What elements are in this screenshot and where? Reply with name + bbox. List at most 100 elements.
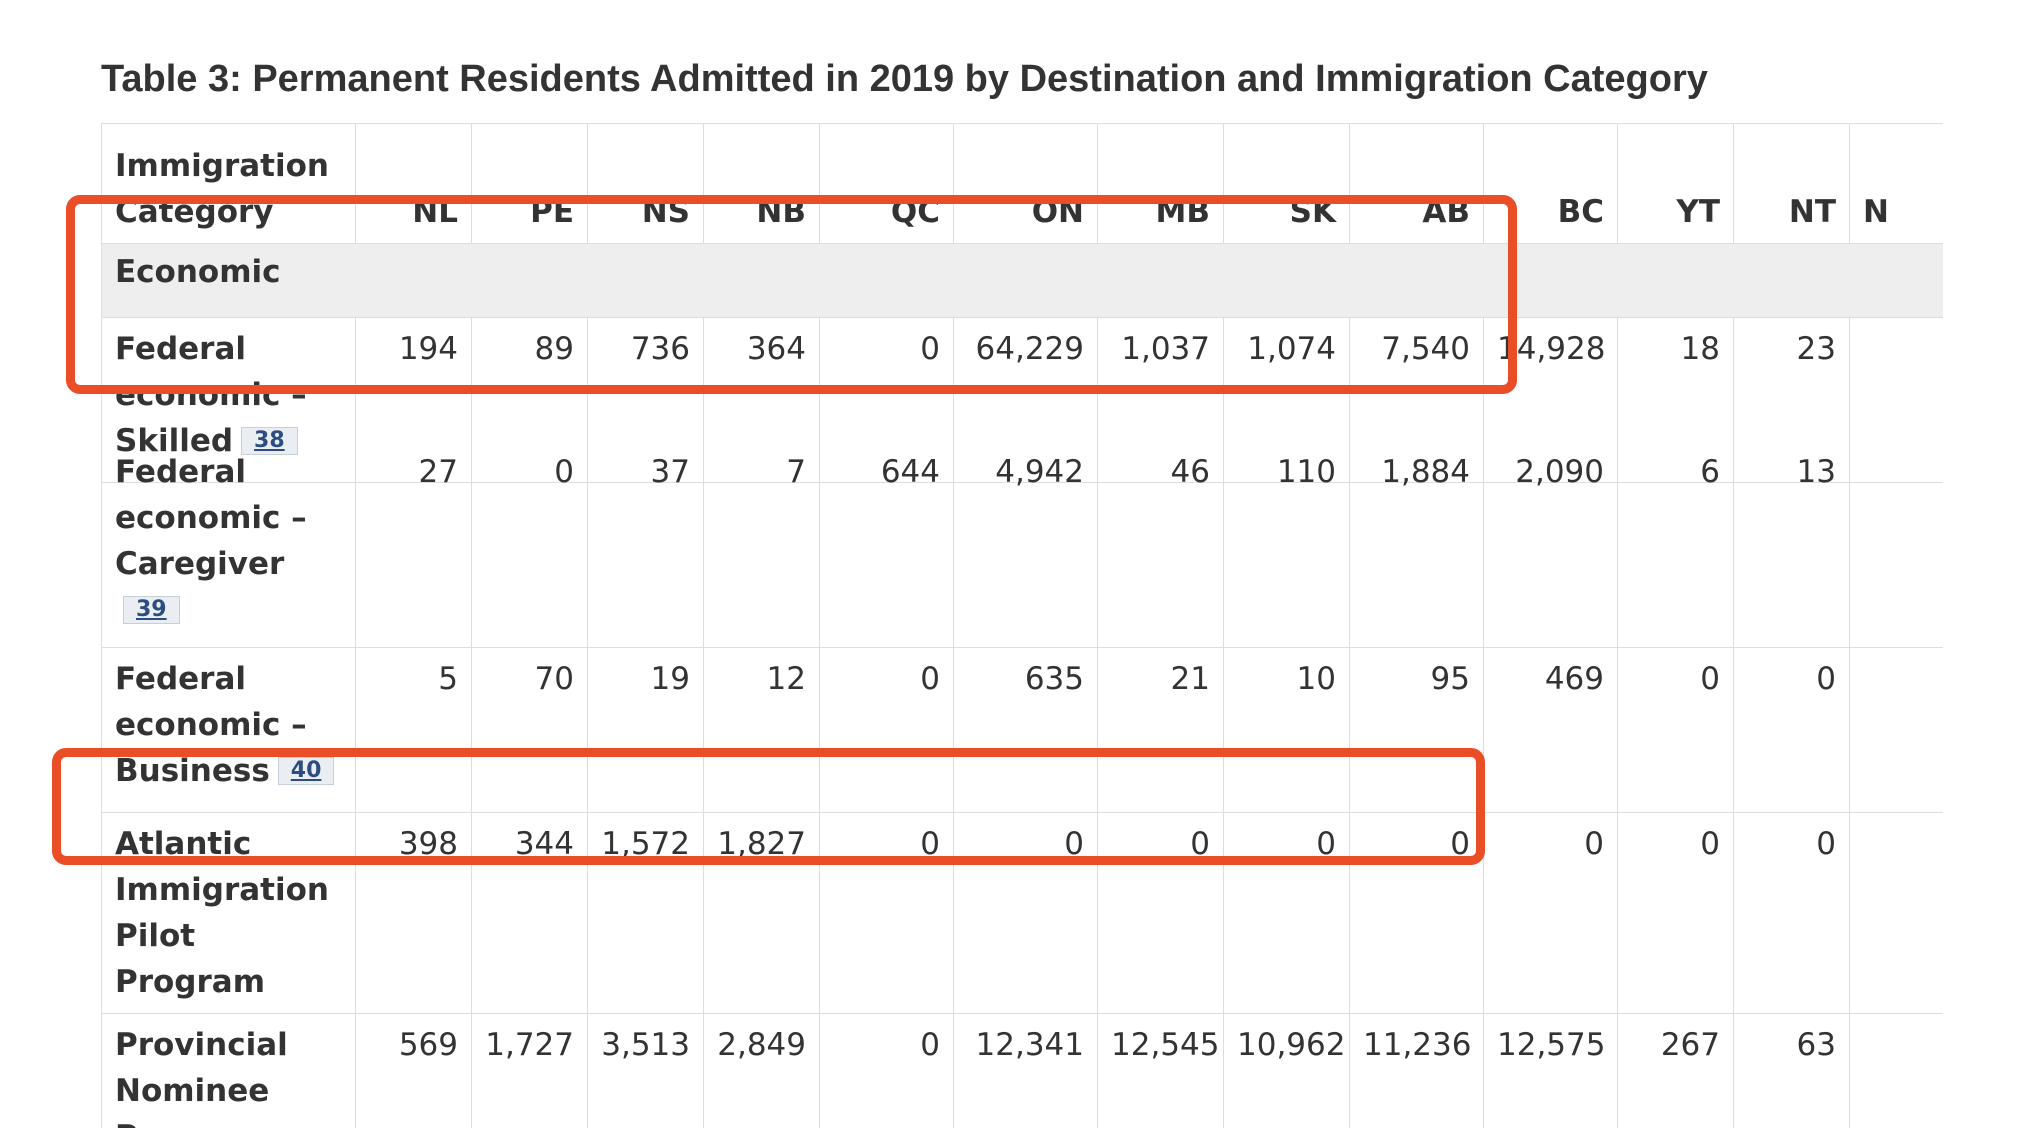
cell-ns: 37 bbox=[587, 454, 704, 648]
cell-value: 0 bbox=[554, 454, 574, 490]
cell-mb: 46 bbox=[1097, 454, 1224, 648]
row-label-wrap: Atlantic Immigration Pilot Program bbox=[115, 826, 329, 1000]
cell-value: 0 bbox=[1584, 826, 1604, 862]
cell-value: 63 bbox=[1796, 1027, 1836, 1063]
cell-pe: 1,727 bbox=[471, 1013, 588, 1128]
cell-on: 635 bbox=[953, 647, 1098, 813]
cell-value: 14,928 bbox=[1497, 331, 1606, 367]
cell-ns: 19 bbox=[587, 647, 704, 813]
footnote-link[interactable]: 38 bbox=[241, 427, 298, 455]
cell-yt: 0 bbox=[1617, 647, 1734, 813]
cell-value: 0 bbox=[1316, 826, 1336, 862]
cell-on: 64,229 bbox=[953, 317, 1098, 483]
cell-sk: 1,074 bbox=[1223, 317, 1350, 483]
cell-nb: 12 bbox=[703, 647, 820, 813]
cell-on: 12,341 bbox=[953, 1013, 1098, 1128]
header-nl: NL bbox=[355, 123, 472, 244]
cell-nl: 5 bbox=[355, 647, 472, 813]
cell-value: 13 bbox=[1796, 454, 1836, 490]
cell-qc: 0 bbox=[819, 647, 954, 813]
header-immigration-category: Immigration Category bbox=[101, 123, 356, 244]
cell-value: 7,540 bbox=[1381, 331, 1470, 367]
cell-value: 12,575 bbox=[1497, 1027, 1606, 1063]
cell-value: 0 bbox=[1816, 826, 1836, 862]
footnote-link[interactable]: 40 bbox=[277, 757, 335, 785]
row-label-cell: Federal economic – Skilled 38 bbox=[101, 317, 356, 483]
table-row: Federal economic – Caregiver 39 27 0 37 7 644 4… bbox=[101, 454, 1943, 648]
footnote-link[interactable]: 39 bbox=[123, 596, 180, 624]
cell-nb: 1,827 bbox=[703, 812, 820, 1014]
cell-value: 1,884 bbox=[1381, 454, 1470, 490]
cell-value: 0 bbox=[920, 331, 940, 367]
cell-value: 1,727 bbox=[485, 1027, 574, 1063]
cell-value: 10 bbox=[1296, 661, 1336, 697]
header-nb: NB bbox=[703, 123, 820, 244]
cell-value: 0 bbox=[1450, 826, 1470, 862]
cell-value: 3,513 bbox=[601, 1027, 690, 1063]
cell-nb: 364 bbox=[703, 317, 820, 483]
cell-nt: 0 bbox=[1733, 812, 1850, 1014]
cell-value: 0 bbox=[1700, 661, 1720, 697]
cell-yt: 6 bbox=[1617, 454, 1734, 648]
cell-value: 398 bbox=[398, 826, 458, 862]
row-label-cell: Provincial Nominee Program bbox=[101, 1013, 356, 1128]
cell-nt: 13 bbox=[1733, 454, 1850, 648]
header-row: Immigration Category NL PE NS NB QC ON M… bbox=[101, 123, 1943, 244]
cell-ns: 3,513 bbox=[587, 1013, 704, 1128]
table-row: Federal economic – Business 40 5 70 19 12 0 635… bbox=[101, 647, 1943, 813]
cell-value: 12 bbox=[766, 661, 806, 697]
cell-nl: 27 bbox=[355, 454, 472, 648]
row-label-wrap: Federal economic – Skilled 38 bbox=[115, 331, 307, 459]
cell-n bbox=[1849, 482, 1943, 648]
table-row: Atlantic Immigration Pilot Program 398 344… bbox=[101, 812, 1943, 1014]
cell-sk: 10 bbox=[1223, 647, 1350, 813]
cell-pe: 344 bbox=[471, 812, 588, 1014]
row-label: Provincial Nominee Program bbox=[115, 1027, 288, 1128]
cell-value: 11,236 bbox=[1363, 1027, 1472, 1063]
cell-ab: 0 bbox=[1349, 812, 1484, 1014]
cell-mb: 21 bbox=[1097, 647, 1224, 813]
section-row: Economic bbox=[101, 243, 1943, 318]
header-on: ON bbox=[953, 123, 1098, 244]
cell-bc: 12,575 bbox=[1483, 1013, 1618, 1128]
cell-value: 4,942 bbox=[995, 454, 1084, 490]
row-label: Federal economic – Caregiver bbox=[115, 454, 307, 582]
cell-value: 19 bbox=[650, 661, 690, 697]
cell-value: 736 bbox=[630, 331, 690, 367]
cell-on: 0 bbox=[953, 812, 1098, 1014]
cell-ab: 1,884 bbox=[1349, 454, 1484, 648]
cell-nb: 7 bbox=[703, 454, 820, 648]
cell-qc: 0 bbox=[819, 812, 954, 1014]
cell-value: 6 bbox=[1700, 454, 1720, 490]
cell-pe: 70 bbox=[471, 647, 588, 813]
header-yt: YT bbox=[1617, 123, 1734, 244]
row-label-wrap: Federal economic – Business 40 bbox=[115, 661, 335, 789]
row-label: Atlantic Immigration Pilot Program bbox=[115, 826, 329, 1000]
cell-value: 364 bbox=[746, 331, 806, 367]
cell-value: 267 bbox=[1660, 1027, 1720, 1063]
cell-sk: 110 bbox=[1223, 454, 1350, 648]
cell-n: 1 bbox=[1849, 317, 1943, 483]
cell-value: 27 bbox=[418, 454, 458, 490]
cell-sk: 10,962 bbox=[1223, 1013, 1350, 1128]
cell-nl: 569 bbox=[355, 1013, 472, 1128]
row-label-cell: Federal economic – Business 40 bbox=[101, 647, 356, 813]
cell-yt: 0 bbox=[1617, 812, 1734, 1014]
cell-value: 23 bbox=[1796, 331, 1836, 367]
cell-value: 46 bbox=[1170, 454, 1210, 490]
cell-nb: 2,849 bbox=[703, 1013, 820, 1128]
cell-bc: 0 bbox=[1483, 812, 1618, 1014]
cell-n bbox=[1849, 1013, 1943, 1128]
cell-mb: 0 bbox=[1097, 812, 1224, 1014]
header-ns: NS bbox=[587, 123, 704, 244]
cell-value: 469 bbox=[1544, 661, 1604, 697]
row-label-cell: Federal economic – Caregiver 39 bbox=[101, 454, 356, 648]
cell-value: 1,827 bbox=[717, 826, 806, 862]
cell-value: 344 bbox=[514, 826, 574, 862]
row-label: Federal economic – Skilled bbox=[115, 331, 307, 459]
table-row: Federal economic – Skilled 38 194 89 736 364 0… bbox=[101, 317, 1943, 483]
cell-qc: 0 bbox=[819, 1013, 954, 1128]
cell-value: 1,572 bbox=[601, 826, 690, 862]
header-sk: SK bbox=[1223, 123, 1350, 244]
table-caption: Table 3: Permanent Residents Admitted in… bbox=[101, 58, 1708, 100]
